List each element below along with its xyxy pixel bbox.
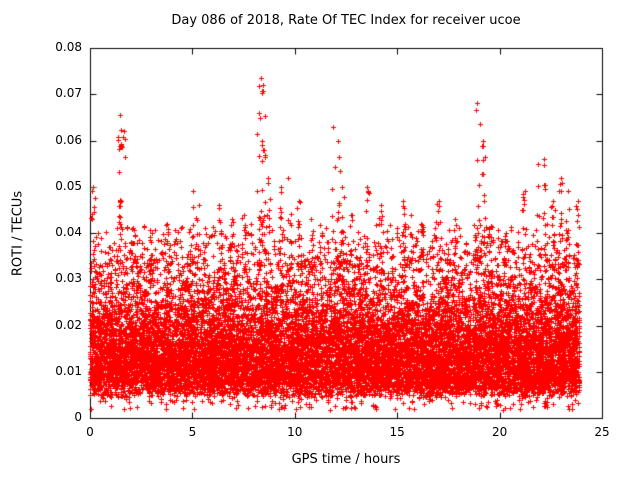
x-tick-label: 5 xyxy=(188,425,197,439)
x-tick-label: 20 xyxy=(491,425,508,439)
chart-title: Day 086 of 2018, Rate Of TEC Index for r… xyxy=(171,13,521,28)
y-tick-label: 0.06 xyxy=(55,132,82,147)
y-tick-label: 0.08 xyxy=(55,40,82,54)
y-tick-label: 0.01 xyxy=(55,363,82,378)
y-tick-label: 0.03 xyxy=(55,271,82,286)
y-tick-label: 0.04 xyxy=(55,225,82,239)
y-tick-label: 0 xyxy=(74,410,82,424)
x-axis-title: GPS time / hours xyxy=(291,452,401,467)
y-tick-label: 0.05 xyxy=(55,178,82,193)
x-tick-label: 15 xyxy=(389,425,405,439)
y-axis-title: ROTI / TECUs xyxy=(10,190,26,277)
x-tick-label: 0 xyxy=(86,425,94,439)
y-tick-label: 0.07 xyxy=(55,86,82,101)
x-tick-label: 10 xyxy=(287,425,303,439)
x-tick-label: 25 xyxy=(594,425,610,439)
y-tick-label: 0.02 xyxy=(55,317,82,332)
